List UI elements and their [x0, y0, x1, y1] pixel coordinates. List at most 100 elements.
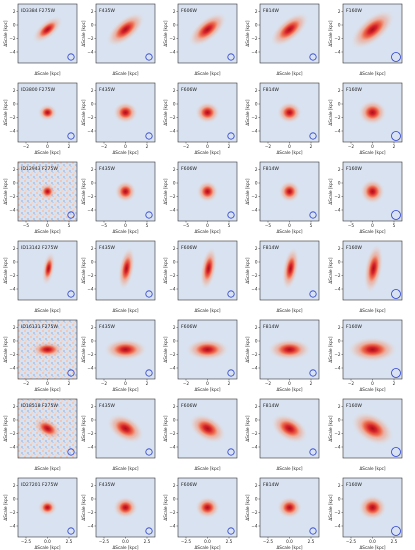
x-tick-label: 5	[310, 223, 313, 228]
galaxy-emission	[367, 252, 380, 285]
galaxy-emission	[41, 106, 54, 119]
galaxy-emission	[121, 254, 132, 283]
galaxy-emission	[195, 18, 220, 41]
x-tick-label: 2	[68, 381, 71, 386]
galaxy-emission	[111, 342, 140, 357]
y-axis-label: ΔScale [kpc]	[328, 99, 333, 125]
y-tick-label: −2	[334, 36, 341, 41]
galaxy-emission	[203, 254, 214, 283]
y-tick-label: 2	[91, 9, 94, 14]
panel-frame	[95, 398, 156, 459]
y-tick-label: −2	[9, 431, 16, 436]
panel-label: F435W	[99, 245, 115, 251]
galaxy-emission	[44, 257, 53, 280]
x-axis-label: ΔScale [kpc]	[359, 229, 385, 234]
galaxy-emission	[117, 105, 134, 120]
x-tick-label: 0	[124, 223, 127, 228]
y-tick-label: −4	[169, 287, 176, 292]
panel-label: ID13142 F275W	[21, 245, 58, 251]
panel-label: F606W	[181, 166, 197, 172]
y-axis-label: ΔScale [kpc]	[245, 178, 250, 204]
y-axis-label: ΔScale [kpc]	[3, 178, 8, 204]
y-tick-label: 2	[338, 325, 341, 330]
x-tick-label: 2.5	[66, 539, 73, 544]
y-tick-label: −2	[87, 273, 94, 278]
y-tick-label: −2	[334, 194, 341, 199]
panel-label: F435W	[99, 87, 115, 93]
galaxy-emission	[199, 500, 216, 515]
panel-label: F435W	[99, 324, 115, 330]
y-tick-label: −4	[87, 524, 94, 529]
x-axis-label: ΔScale [kpc]	[276, 387, 302, 392]
y-tick-label: 0	[91, 497, 94, 502]
y-tick-label: 0	[91, 339, 94, 344]
x-axis-label: ΔScale [kpc]	[34, 71, 60, 76]
y-axis-label: ΔScale [kpc]	[163, 99, 168, 125]
x-tick-label: −5	[265, 223, 272, 228]
y-axis-label: ΔScale [kpc]	[163, 178, 168, 204]
x-tick-label: 5	[146, 223, 149, 228]
panel-label: F160W	[346, 245, 362, 251]
y-tick-label: −4	[9, 129, 16, 134]
beam-circle	[67, 211, 75, 219]
y-tick-label: 2	[338, 9, 341, 14]
y-tick-label: 0	[255, 497, 258, 502]
y-tick-label: −4	[9, 524, 16, 529]
y-tick-label: 2	[91, 246, 94, 251]
panel-label: F160W	[346, 403, 362, 409]
panel-label: F814W	[263, 482, 279, 488]
beam-circle	[67, 527, 75, 535]
y-axis-label: ΔScale [kpc]	[81, 415, 86, 441]
x-tick-label: −2.5	[99, 539, 110, 544]
x-tick-label: 0	[206, 223, 209, 228]
x-tick-label: 0	[371, 144, 374, 149]
y-tick-label: −4	[169, 524, 176, 529]
panel-label: F814W	[263, 87, 279, 93]
x-axis-label: ΔScale [kpc]	[276, 545, 302, 550]
panel-frame	[259, 3, 320, 64]
beam-circle	[391, 52, 401, 62]
beam-circle	[145, 53, 153, 61]
y-axis-label: ΔScale [kpc]	[328, 415, 333, 441]
x-axis-label: ΔScale [kpc]	[276, 308, 302, 313]
y-tick-label: 2	[173, 167, 176, 172]
x-tick-label: 0	[288, 223, 291, 228]
galaxy-emission	[117, 500, 134, 515]
y-tick-label: −2	[87, 352, 94, 357]
x-tick-label: 0	[206, 381, 209, 386]
y-tick-label: 0	[338, 23, 341, 28]
x-axis-label: ΔScale [kpc]	[194, 466, 220, 471]
x-axis-label: ΔScale [kpc]	[194, 387, 220, 392]
y-axis-label: ΔScale [kpc]	[245, 415, 250, 441]
y-tick-label: −2	[169, 115, 176, 120]
beam-circle	[309, 53, 317, 61]
galaxy-emission	[356, 341, 389, 358]
y-axis-label: ΔScale [kpc]	[163, 336, 168, 362]
x-tick-label: 0	[124, 144, 127, 149]
x-tick-label: 2	[146, 381, 149, 386]
x-tick-label: −2	[183, 381, 190, 386]
y-tick-label: 0	[13, 260, 16, 265]
y-tick-label: −2	[87, 431, 94, 436]
y-tick-label: 0	[338, 497, 341, 502]
y-tick-label: −2	[251, 352, 258, 357]
y-tick-label: 0	[255, 418, 258, 423]
y-tick-label: −2	[9, 115, 16, 120]
x-tick-label: 2	[228, 144, 231, 149]
x-tick-label: 2	[68, 144, 71, 149]
galaxy-emission	[277, 419, 302, 438]
x-tick-label: 2.5	[144, 539, 151, 544]
y-tick-label: 0	[13, 418, 16, 423]
y-tick-label: −4	[9, 445, 16, 450]
